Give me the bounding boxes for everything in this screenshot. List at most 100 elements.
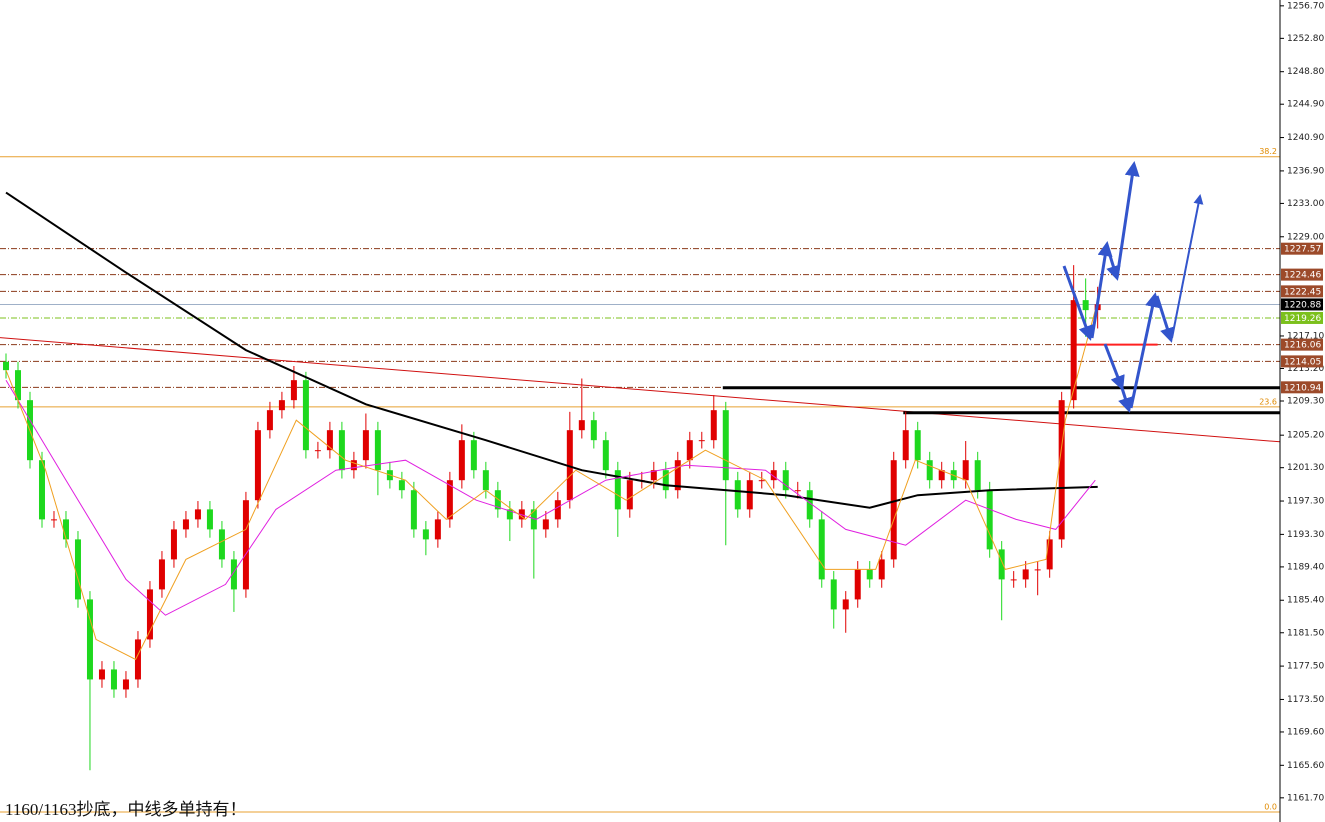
candle-body — [158, 559, 165, 590]
candle-body — [590, 420, 597, 441]
level-tag — [1281, 298, 1323, 311]
y-tick-label: 1217.10 — [1287, 331, 1324, 341]
candle-body — [182, 519, 189, 530]
level-tag — [1281, 285, 1323, 298]
candle-body — [74, 539, 81, 600]
y-tick-label: 1248.80 — [1287, 67, 1324, 77]
candle-body — [350, 460, 357, 471]
annotation: 1160/1163抄底，中线多单持有！ — [5, 800, 246, 819]
price-axis: 1256.70 1252.80 1248.80 1244.90 1240.90 1236.… — [1280, 1, 1324, 803]
candle-body — [890, 460, 897, 560]
candle-body — [1058, 400, 1065, 540]
candle-body — [338, 430, 345, 471]
candle-body — [134, 639, 141, 680]
projection-arrow — [1115, 161, 1140, 279]
y-tick-label: 1213.20 — [1287, 364, 1324, 374]
projection-arrow — [1155, 295, 1175, 343]
y-tick-label: 1165.60 — [1287, 761, 1324, 771]
candle-body — [938, 470, 945, 481]
candle-body — [278, 400, 285, 411]
level-label: 1224.46 — [1284, 271, 1321, 281]
y-tick-label: 1244.90 — [1287, 100, 1324, 110]
candle-body — [746, 480, 753, 510]
trendline — [0, 337, 1281, 443]
projection-arrow — [1103, 343, 1125, 391]
candle-body — [38, 460, 45, 520]
level-tag — [1281, 268, 1323, 281]
candle-body — [2, 361, 9, 371]
candle-body — [698, 440, 705, 442]
fib-label: 23.6 — [1259, 397, 1277, 406]
candle-body — [962, 460, 969, 481]
candle-body — [686, 440, 693, 461]
fib-label: 0.0 — [1264, 802, 1277, 811]
fib-label: 38.2 — [1259, 147, 1277, 156]
y-tick-label: 1201.30 — [1287, 463, 1324, 473]
projection-arrows — [1062, 161, 1204, 413]
y-tick-label: 1173.50 — [1287, 695, 1324, 705]
y-tick-label: 1205.20 — [1287, 431, 1324, 441]
level-label: 1210.94 — [1284, 383, 1321, 393]
candle-body — [734, 480, 741, 510]
moving-average — [5, 379, 1096, 616]
y-tick-label: 1252.80 — [1287, 34, 1324, 44]
level-label: 1219.26 — [1284, 314, 1321, 324]
level-tag — [1281, 242, 1323, 255]
candle-body — [194, 509, 201, 520]
candle-body — [446, 480, 453, 520]
candle-body — [362, 430, 369, 461]
level-tag — [1281, 381, 1323, 394]
candle-body — [230, 559, 237, 590]
candle-body — [326, 430, 333, 451]
candle-body — [302, 380, 309, 451]
candle-body — [926, 460, 933, 481]
plot-area: 38.2 23.6 0.0 — [0, 147, 1281, 813]
candle-body — [62, 519, 69, 540]
candle-body — [830, 579, 837, 610]
level-tag — [1281, 311, 1323, 324]
y-tick-label: 1256.70 — [1287, 1, 1324, 11]
level-label: 1222.45 — [1284, 287, 1321, 297]
y-tick-label: 1161.70 — [1287, 793, 1324, 803]
y-tick-label: 1177.50 — [1287, 662, 1324, 672]
candle-body — [866, 569, 873, 580]
y-tick-label: 1209.30 — [1287, 396, 1324, 406]
moving-average — [5, 309, 1096, 661]
candle-body — [782, 470, 789, 491]
candle-body — [1010, 579, 1017, 581]
level-label: 1214.05 — [1284, 357, 1321, 367]
y-tick-label: 1185.40 — [1287, 596, 1324, 606]
moving-average — [5, 191, 1098, 509]
level-tag — [1281, 338, 1323, 351]
candle-body — [374, 430, 381, 471]
candle-body — [1034, 569, 1041, 571]
candle-body — [506, 509, 513, 520]
y-tick-label: 1197.30 — [1287, 497, 1324, 507]
candle-body — [494, 490, 501, 510]
candle-body — [794, 490, 801, 492]
y-tick-label: 1189.40 — [1287, 562, 1324, 572]
candle-body — [290, 380, 297, 401]
candle-body — [914, 430, 921, 461]
candle-body — [98, 669, 105, 680]
candle-body — [110, 669, 117, 690]
candle-body — [530, 509, 537, 530]
y-tick-label: 1236.90 — [1287, 166, 1324, 176]
candle-body — [242, 500, 249, 590]
candle-body — [1022, 569, 1029, 580]
candle-body — [122, 679, 129, 690]
candle-body — [578, 420, 585, 431]
candle-body — [674, 460, 681, 491]
y-tick-label: 1169.60 — [1287, 727, 1324, 737]
candle-body — [1082, 300, 1089, 311]
candle-body — [710, 410, 717, 441]
projection-arrow — [1129, 292, 1160, 409]
candle-body — [998, 549, 1005, 580]
candle-body — [818, 519, 825, 580]
candle-body — [482, 470, 489, 491]
candle-body — [722, 410, 729, 481]
candle-body — [170, 529, 177, 560]
candle-body — [806, 490, 813, 520]
candle-body — [422, 529, 429, 540]
